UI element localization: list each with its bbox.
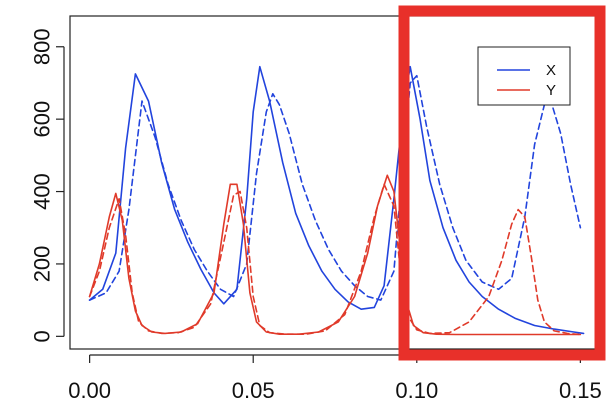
y-tick-label: 800 (30, 28, 55, 65)
series-layer (88, 65, 585, 336)
x-tick-label: 0.05 (232, 378, 275, 403)
legend-label-y: Y (546, 82, 556, 99)
y-tick-label: 600 (30, 101, 55, 138)
axes: 0.00 0.05 0.10 0.15 0 200 400 600 800 (30, 28, 602, 403)
series-line-x-solid (88, 65, 585, 335)
series-line-x-dashed (88, 74, 582, 301)
series-line-y-solid (88, 174, 582, 336)
y-tick-label: 200 (30, 246, 55, 283)
legend: X Y (477, 46, 571, 106)
series-line-y-dashed (88, 183, 582, 336)
x-tick-label: 0.00 (68, 378, 111, 403)
x-tick-label: 0.10 (395, 378, 438, 403)
legend-box (477, 46, 571, 106)
highlight-box (398, 5, 606, 361)
y-tick-label: 0 (30, 330, 55, 342)
x-tick-label: 0.15 (559, 378, 602, 403)
legend-label-x: X (546, 62, 556, 79)
y-tick-label: 400 (30, 173, 55, 210)
